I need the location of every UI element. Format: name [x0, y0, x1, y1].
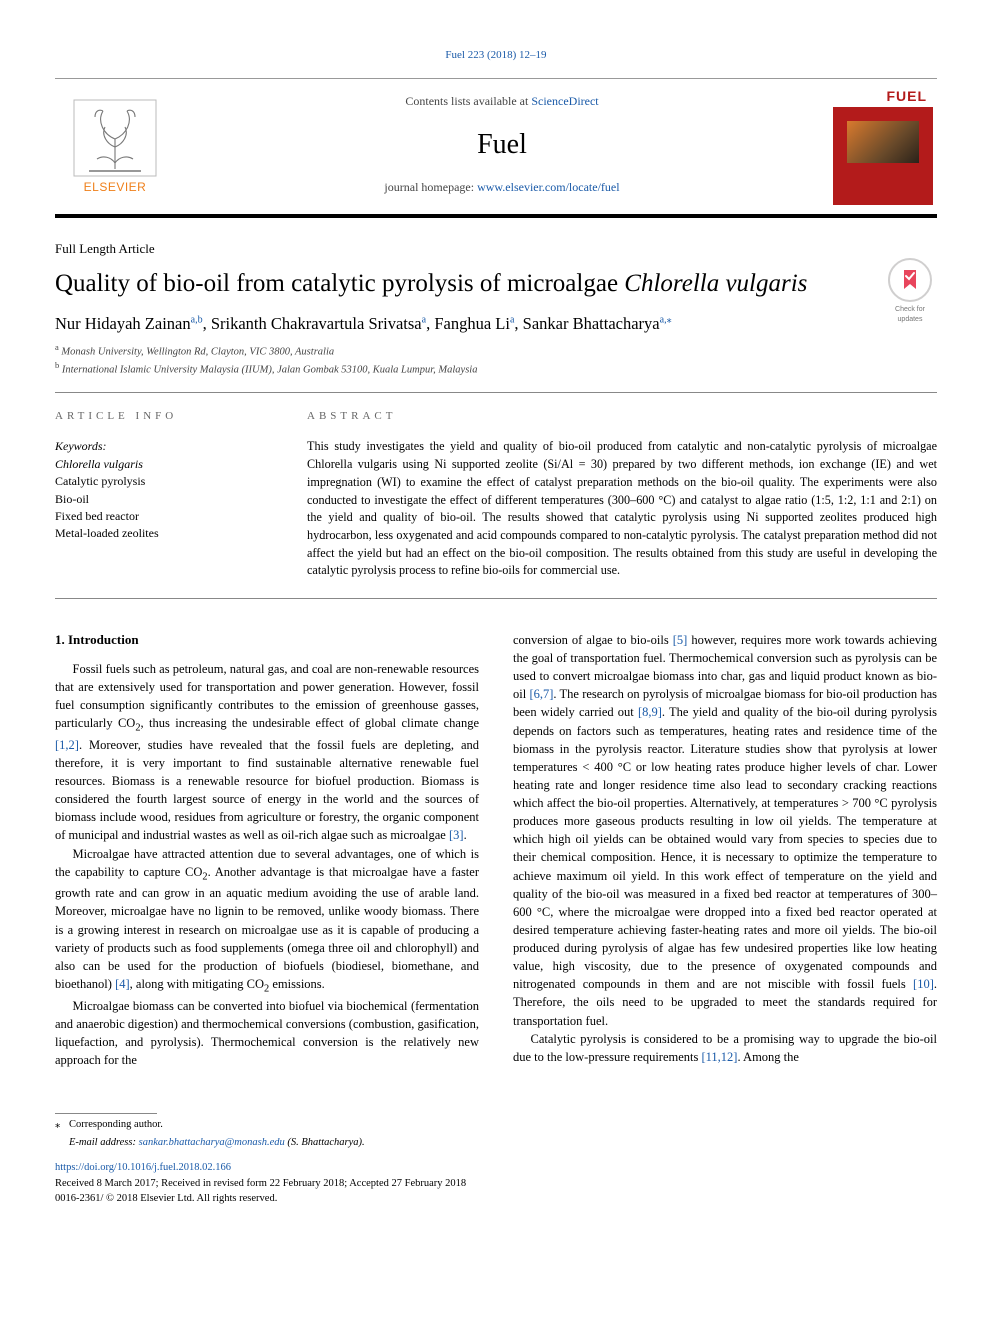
- paragraph: Fossil fuels such as petroleum, natural …: [55, 660, 479, 845]
- citation-link[interactable]: [5]: [673, 633, 688, 647]
- journal-homepage-line: journal homepage: www.elsevier.com/locat…: [183, 179, 821, 196]
- header-rule: [55, 214, 937, 218]
- elsevier-tree-icon: [73, 99, 157, 177]
- check-updates-label: Check for updates: [883, 305, 937, 325]
- paragraph: Catalytic pyrolysis is considered to be …: [513, 1030, 937, 1066]
- citation-link[interactable]: [1,2]: [55, 738, 79, 752]
- author-list: Nur Hidayah Zainana,b, Srikanth Chakrava…: [55, 312, 937, 336]
- article-info-heading: ARTICLE INFO: [55, 409, 273, 425]
- affiliation: b International Islamic University Malay…: [55, 360, 937, 378]
- citation-link[interactable]: [10]: [913, 977, 934, 991]
- corresponding-mark: ⁎: [667, 315, 672, 326]
- journal-name: Fuel: [183, 125, 821, 166]
- article-type: Full Length Article: [55, 240, 937, 259]
- sciencedirect-link[interactable]: ScienceDirect: [531, 94, 598, 108]
- citation-link[interactable]: [4]: [115, 977, 130, 991]
- article-history: Received 8 March 2017; Received in revis…: [55, 1176, 937, 1191]
- asterisk-icon: ⁎: [55, 1118, 69, 1132]
- affiliation: a Monash University, Wellington Rd, Clay…: [55, 342, 937, 360]
- email-footnote: E-mail address: sankar.bhattacharya@mona…: [55, 1136, 937, 1150]
- keyword[interactable]: Fixed bed reactor: [55, 508, 273, 525]
- affiliation-list: a Monash University, Wellington Rd, Clay…: [55, 342, 937, 377]
- copyright-line: 0016-2361/ © 2018 Elsevier Ltd. All righ…: [55, 1191, 937, 1206]
- check-for-updates-badge[interactable]: Check for updates: [883, 258, 937, 325]
- elsevier-wordmark: ELSEVIER: [84, 179, 147, 196]
- citation-link[interactable]: [6,7]: [529, 687, 553, 701]
- citation-link[interactable]: [3]: [449, 828, 464, 842]
- article-body: 1. Introduction Fossil fuels such as pet…: [55, 631, 937, 1069]
- keyword[interactable]: Chlorella vulgaris: [55, 456, 273, 473]
- keywords-list: Chlorella vulgaris Catalytic pyrolysis B…: [55, 456, 273, 543]
- body-column-left: 1. Introduction Fossil fuels such as pet…: [55, 631, 479, 1069]
- keyword[interactable]: Bio-oil: [55, 491, 273, 508]
- keyword[interactable]: Metal-loaded zeolites: [55, 525, 273, 542]
- abstract-text: This study investigates the yield and qu…: [307, 438, 937, 580]
- paragraph: conversion of algae to bio-oils [5] howe…: [513, 631, 937, 1030]
- abstract-heading: ABSTRACT: [307, 409, 937, 425]
- homepage-prefix: journal homepage:: [384, 180, 477, 194]
- contents-available-line: Contents lists available at ScienceDirec…: [183, 93, 821, 110]
- journal-citation[interactable]: Fuel 223 (2018) 12–19: [55, 48, 937, 64]
- contents-prefix: Contents lists available at: [405, 94, 531, 108]
- author[interactable]: Fanghua Lia: [434, 314, 514, 333]
- keywords-label: Keywords:: [55, 438, 273, 455]
- cover-title: FUEL: [833, 85, 933, 107]
- journal-header: ELSEVIER Contents lists available at Sci…: [55, 78, 937, 211]
- citation-link[interactable]: [8,9]: [638, 705, 662, 719]
- paragraph: Microalgae biomass can be converted into…: [55, 997, 479, 1070]
- bookmark-check-icon: [898, 268, 922, 292]
- author[interactable]: Srikanth Chakravartula Srivatsaa: [211, 314, 426, 333]
- elsevier-logo[interactable]: ELSEVIER: [55, 79, 175, 211]
- cover-image: [847, 121, 919, 163]
- author[interactable]: Sankar Bhattacharyaa,⁎: [523, 314, 672, 333]
- title-text: Quality of bio-oil from catalytic pyroly…: [55, 270, 624, 297]
- citation-link[interactable]: [11,12]: [701, 1050, 737, 1064]
- journal-cover[interactable]: FUEL: [829, 79, 937, 211]
- section-heading: 1. Introduction: [55, 631, 479, 650]
- title-species: Chlorella vulgaris: [624, 270, 807, 297]
- body-column-right: conversion of algae to bio-oils [5] howe…: [513, 631, 937, 1069]
- article-info: ARTICLE INFO Keywords: Chlorella vulgari…: [55, 409, 273, 580]
- article-title: Quality of bio-oil from catalytic pyroly…: [55, 269, 867, 299]
- doi-link[interactable]: https://doi.org/10.1016/j.fuel.2018.02.1…: [55, 1162, 231, 1173]
- journal-homepage-link[interactable]: www.elsevier.com/locate/fuel: [477, 180, 620, 194]
- doi-line: https://doi.org/10.1016/j.fuel.2018.02.1…: [55, 1160, 937, 1175]
- corresponding-footnote: ⁎Corresponding author.: [55, 1118, 937, 1132]
- footnote-rule: [55, 1113, 157, 1114]
- author[interactable]: Nur Hidayah Zainana,b: [55, 314, 203, 333]
- abstract: ABSTRACT This study investigates the yie…: [307, 409, 937, 580]
- keyword[interactable]: Catalytic pyrolysis: [55, 473, 273, 490]
- corresponding-email-link[interactable]: sankar.bhattacharya@monash.edu: [139, 1137, 285, 1148]
- paragraph: Microalgae have attracted attention due …: [55, 845, 479, 997]
